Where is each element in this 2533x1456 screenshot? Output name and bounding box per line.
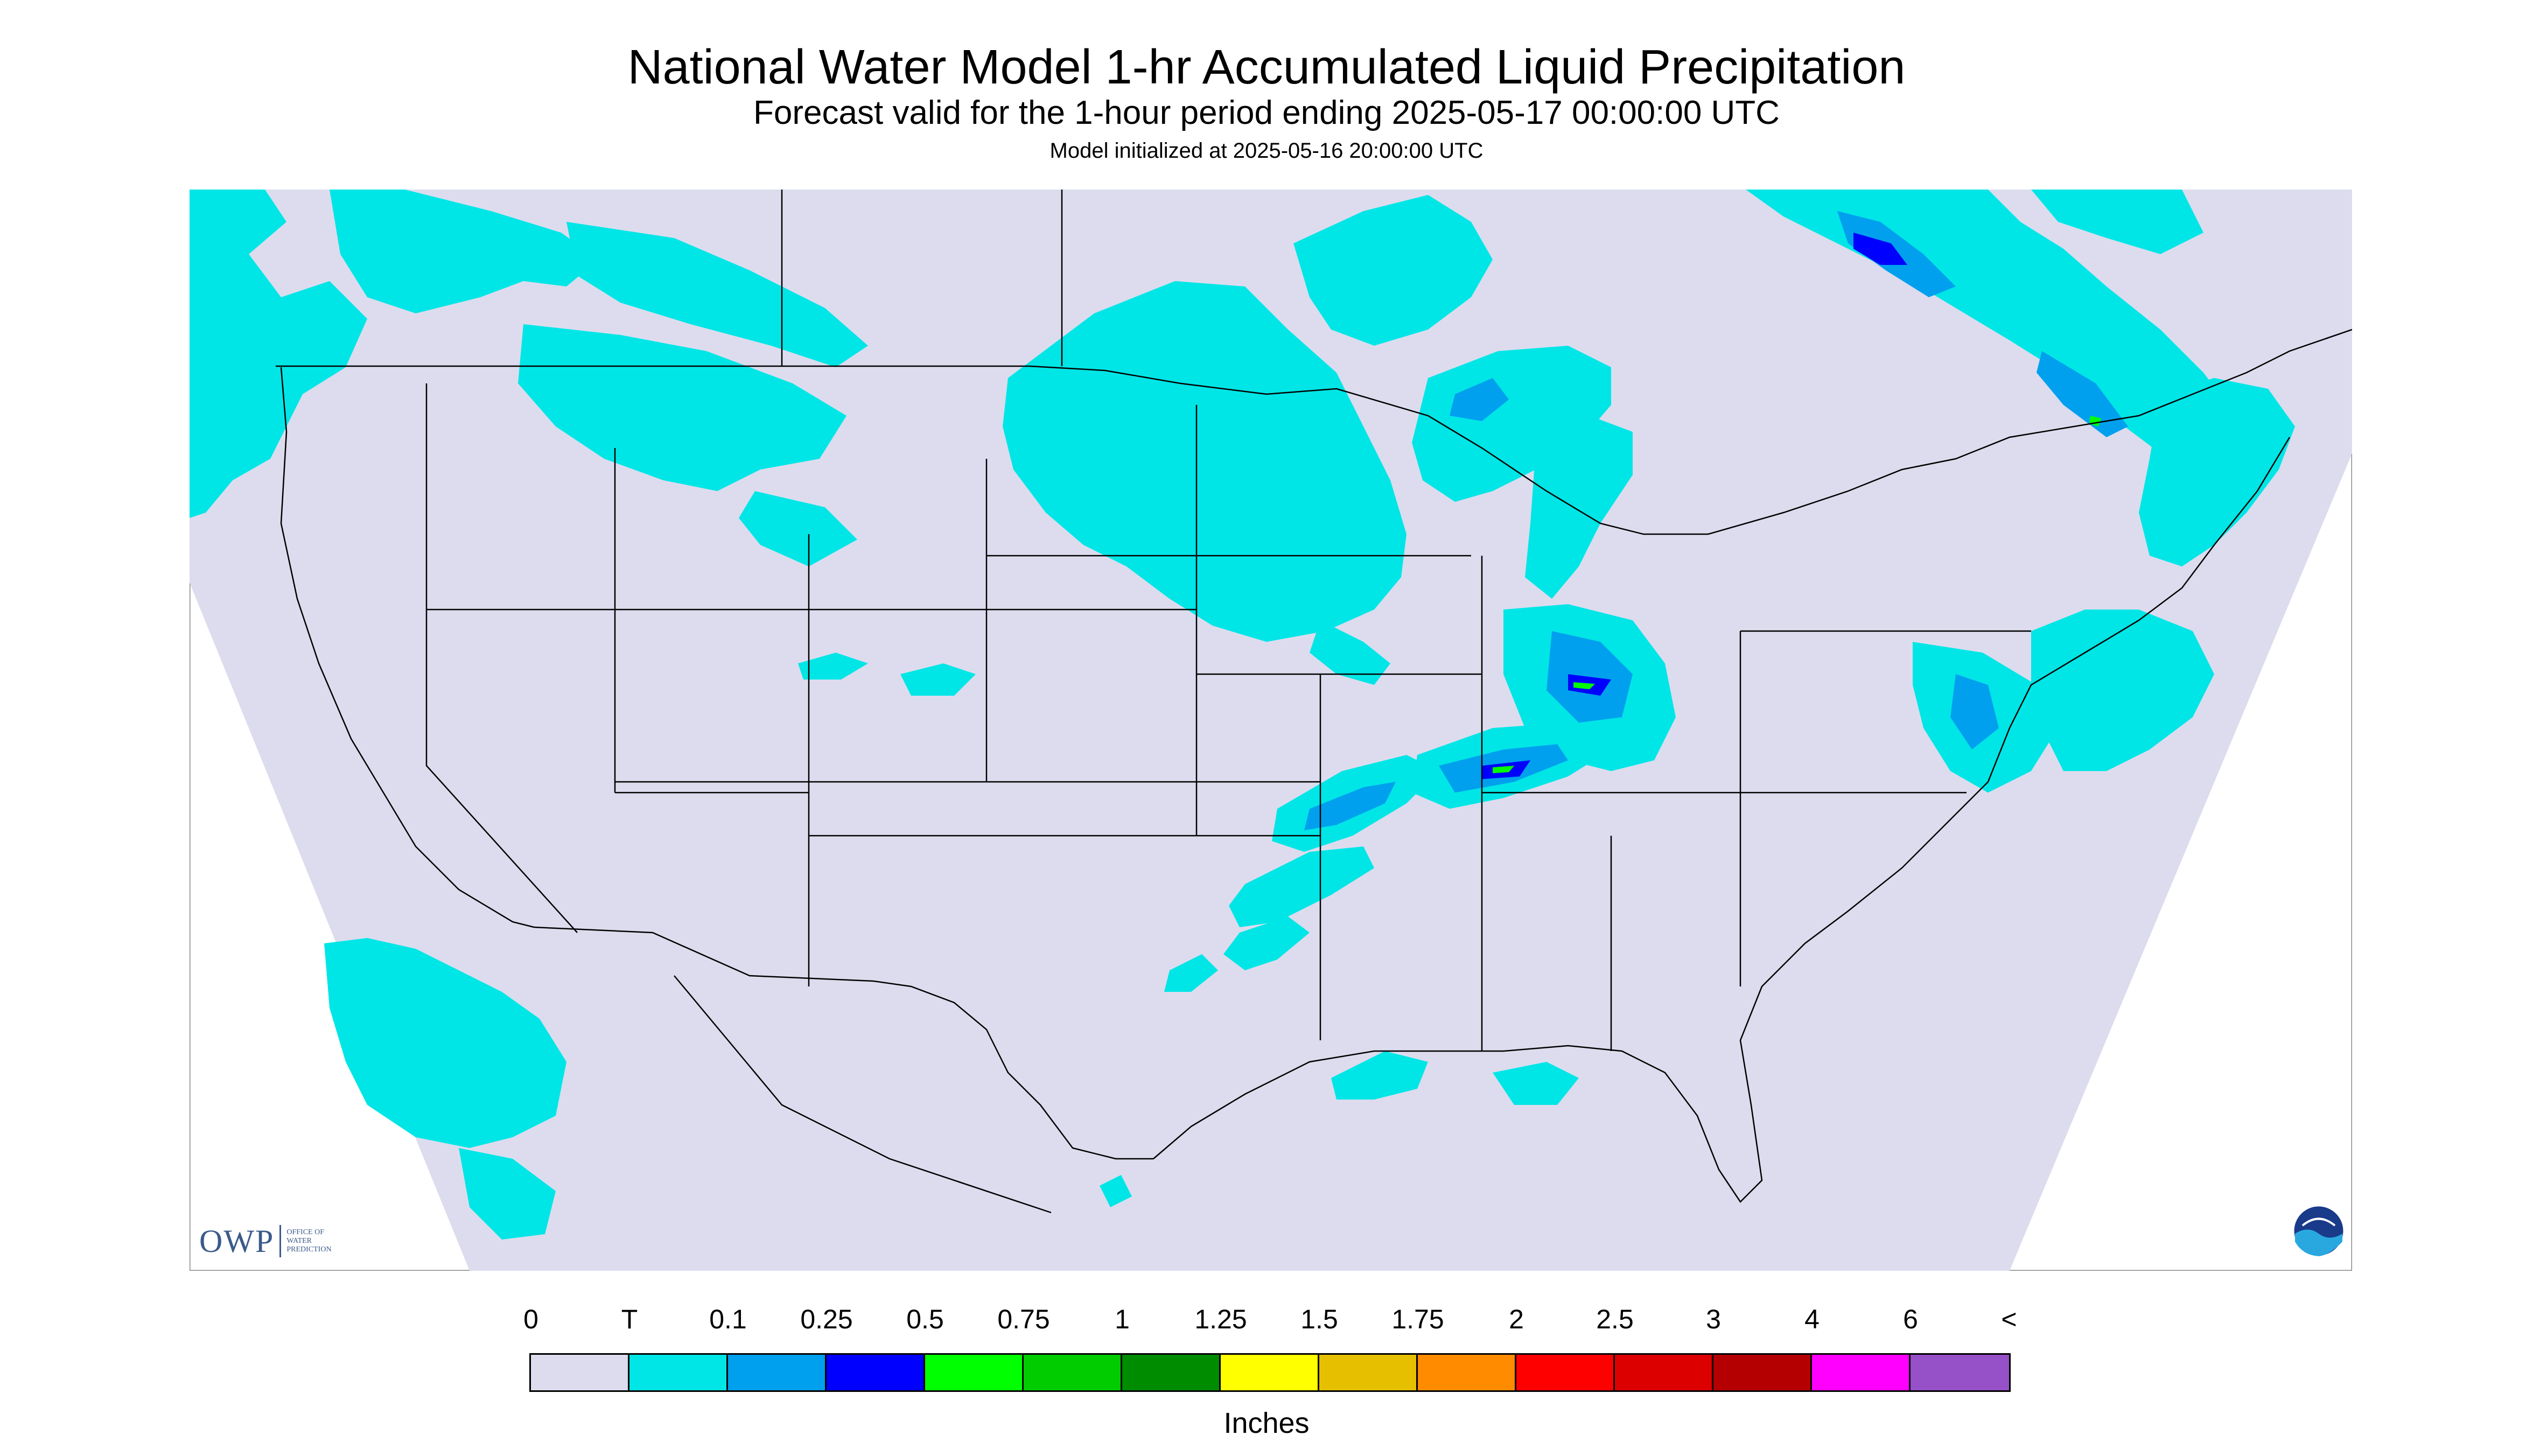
boundary-lines: [276, 190, 2352, 1214]
precip-green-midsouth: [1493, 766, 1514, 773]
precip-atlantic-coast: [2031, 610, 2214, 771]
precip-quebec-band: [1746, 190, 2236, 470]
us-gulf-coast: [1153, 437, 2291, 1203]
legend-units: Inches: [1223, 1407, 1310, 1439]
legend-swatch: [1319, 1355, 1418, 1390]
precip-blue-lakes: [1450, 378, 1509, 421]
precip-trace-areas: [190, 190, 2295, 1240]
legend-swatch: [827, 1355, 925, 1390]
precip-gulf-coast-2: [1493, 1062, 1579, 1105]
legend-label: 1.5: [1300, 1304, 1338, 1334]
precip-north-plains: [1003, 281, 1407, 642]
legend-swatch: [925, 1355, 1024, 1390]
precip-dblue-quebec: [1853, 233, 1907, 265]
legend-label: 3: [1706, 1304, 1721, 1334]
legend-label: 1.75: [1391, 1304, 1444, 1334]
precip-wyoming-spots: [798, 653, 868, 680]
legend-label: 0.1: [709, 1304, 747, 1334]
legend-label: 1.25: [1194, 1304, 1247, 1334]
legend-color-bar: [529, 1353, 2011, 1392]
precip-blue-ozarks: [1304, 782, 1396, 830]
precip-alberta: [566, 222, 868, 367]
legend-label: 2: [1509, 1304, 1524, 1334]
precip-colorado-spots: [900, 663, 976, 696]
map-title: National Water Model 1-hr Accumulated Li…: [627, 40, 1906, 94]
legend-swatch: [1418, 1355, 1516, 1390]
legend-swatch: [1221, 1355, 1319, 1390]
precip-tx-band: [1223, 916, 1310, 970]
legend-labels: 0 T 0.1 0.25 0.5 0.75 1 1.25 1.5 1.75 2 2.5 3 4 6 <: [0, 1303, 2533, 1346]
model-init-line: Model initialized at 2025-05-16 20:00:00…: [1049, 139, 1484, 163]
legend-label: 0.5: [906, 1304, 944, 1334]
legend-swatch: [1516, 1355, 1615, 1390]
precip-blue-quebec-2: [2037, 351, 2128, 437]
legend-label: 4: [1804, 1304, 1820, 1334]
us-mexico-border: [534, 926, 1153, 1160]
legend-swatch: [1615, 1355, 1713, 1390]
precip-bc-north: [330, 190, 599, 313]
precip-gulf-coast: [1331, 1051, 1428, 1100]
noaa-logo: [2292, 1205, 2345, 1257]
us-canada-border: [276, 328, 2352, 535]
precip-montana-east: [739, 491, 857, 566]
precip-north-plains-tail: [1310, 620, 1390, 685]
precip-blue-coast: [1950, 674, 1999, 750]
precip-new-england: [2139, 378, 2295, 566]
legend-label: 1: [1115, 1304, 1130, 1334]
precip-michigan: [1525, 416, 1633, 599]
legend-swatch: [1812, 1355, 1911, 1390]
legend-swatch: [1911, 1355, 2009, 1390]
precip-arkansas-band: [1229, 846, 1374, 927]
legend-swatch: [531, 1355, 629, 1390]
precip-oklahoma-spot: [1164, 954, 1218, 992]
legend-label: 0: [523, 1304, 538, 1334]
precip-ontario-band: [1293, 195, 1493, 346]
precip-upper-great-lakes: [1412, 346, 1611, 502]
mexico-state-line: [674, 975, 1052, 1214]
legend-label: T: [621, 1304, 638, 1334]
legend-swatch: [1122, 1355, 1221, 1390]
legend-swatch: [629, 1355, 728, 1390]
state-line-1: [425, 534, 578, 933]
map-subtitle: Forecast valid for the 1-hour period end…: [753, 94, 1780, 131]
legend-label: 2.5: [1596, 1304, 1634, 1334]
precip-pacific-nw: [190, 190, 367, 518]
legend-label: 0.75: [997, 1304, 1050, 1334]
precip-baja: [324, 938, 566, 1148]
owp-text: OFFICE OF WATER PREDICTION: [286, 1228, 332, 1254]
precip-ne-canada: [2031, 190, 2203, 254]
owp-separator: [279, 1225, 282, 1257]
legend-swatch: [1024, 1355, 1122, 1390]
legend-label: 6: [1903, 1304, 1918, 1334]
us-west-coast: [280, 367, 535, 928]
legend-label: 0.25: [800, 1304, 853, 1334]
owp-logo: OWP OFFICE OF WATER PREDICTION: [199, 1220, 340, 1263]
legend-swatch: [728, 1355, 827, 1390]
precip-mexico-spot: [1100, 1175, 1132, 1207]
owp-mark: OWP: [199, 1223, 275, 1259]
legend-swatch: [1713, 1355, 1812, 1390]
precip-baja-south: [459, 1148, 556, 1240]
precipitation-map: [190, 190, 2352, 1271]
precip-green-ohio: [1573, 682, 1595, 689]
legend-label: <: [2001, 1304, 2017, 1334]
